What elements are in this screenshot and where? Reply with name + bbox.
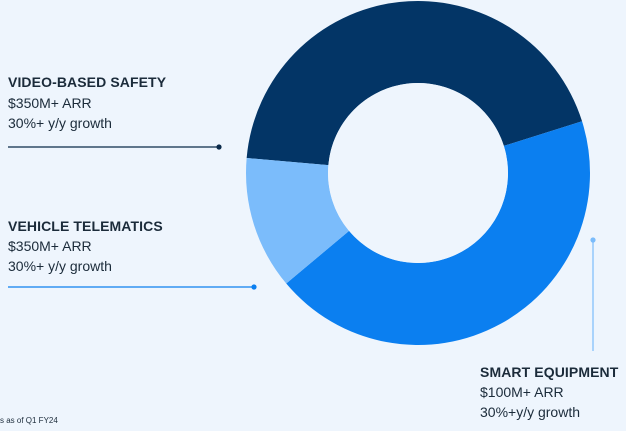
segment-title: VIDEO-BASED SAFETY [8,74,167,90]
segment-arr: $100M+ ARR [480,384,564,400]
label-video-safety: VIDEO-BASED SAFETY $350M+ ARR 30%+ y/y g… [8,74,166,133]
segment-growth: 30%+ y/y growth [8,258,112,274]
segment-arr: $350M+ ARR [8,95,92,111]
leader-dot-telematics [251,284,257,290]
segment-title: SMART EQUIPMENT [480,364,619,380]
donut-slices [245,0,590,346]
slice-vehicle-telematics [286,121,590,346]
label-vehicle-telematics: VEHICLE TELEMATICS $350M+ ARR 30%+ y/y g… [8,218,163,276]
footnote: s as of Q1 FY24 [0,416,58,425]
leader-dot-smart-equipment [590,237,596,243]
slice-video-safety [246,0,583,166]
slice-smart-equipment [245,158,350,284]
leader-dot-safety [216,144,222,150]
leader-lines [8,144,596,351]
segment-title: VEHICLE TELEMATICS [8,218,163,234]
label-smart-equipment: SMART EQUIPMENT $100M+ ARR 30%+y/y growt… [480,364,618,422]
segment-growth: 30%+y/y growth [480,404,580,420]
segment-arr: $350M+ ARR [8,238,92,254]
segment-growth: 30%+ y/y growth [8,115,112,131]
donut-hole [328,83,508,263]
